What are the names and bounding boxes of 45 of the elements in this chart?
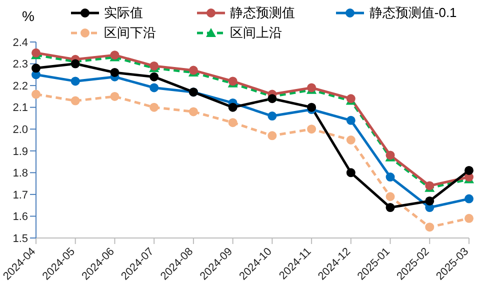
y-tick-label: 1.7: [12, 189, 28, 202]
point: [70, 76, 80, 86]
point: [346, 116, 356, 125]
point: [228, 118, 238, 128]
y-tick-label: 1.5: [12, 232, 28, 245]
y-tick-label: 2.3: [12, 58, 28, 71]
point: [346, 136, 356, 144]
point: [386, 203, 395, 212]
point: [150, 83, 159, 92]
y-tick-label: 1.6: [12, 211, 28, 224]
point: [110, 68, 120, 77]
y-tick-label: 2.1: [12, 102, 28, 114]
point: [268, 131, 277, 140]
point: [346, 168, 356, 178]
point: [32, 90, 40, 99]
point: [464, 194, 474, 204]
point: [464, 214, 474, 223]
point: [228, 102, 238, 112]
point: [70, 59, 80, 68]
point: [188, 107, 198, 116]
point: [268, 94, 277, 104]
legend-label: 区间上沿: [230, 24, 282, 42]
point: [307, 124, 316, 134]
y-tick-label: 1.8: [12, 168, 28, 180]
legend-label: 静态预测值: [230, 4, 296, 22]
point: [386, 192, 395, 202]
point: [150, 72, 159, 82]
point: [307, 102, 316, 112]
y-tick-label: 2.0: [12, 124, 28, 136]
point: [268, 112, 277, 121]
y-tick-label: 2.2: [12, 80, 28, 92]
point: [425, 196, 434, 206]
y-tick-label: 1.9: [12, 146, 28, 158]
point: [464, 166, 474, 175]
point: [110, 92, 120, 101]
legend-label: 实际值: [104, 4, 143, 22]
point: [386, 172, 395, 182]
point: [32, 64, 40, 73]
point: [425, 222, 434, 232]
point: [150, 102, 159, 112]
legend-label: 区间下沿: [104, 24, 156, 42]
legend-label: 静态预测值-0.1: [369, 4, 457, 22]
y-tick-label: 2.4: [12, 36, 28, 49]
y-axis-title: %: [22, 8, 34, 24]
point: [70, 96, 80, 106]
